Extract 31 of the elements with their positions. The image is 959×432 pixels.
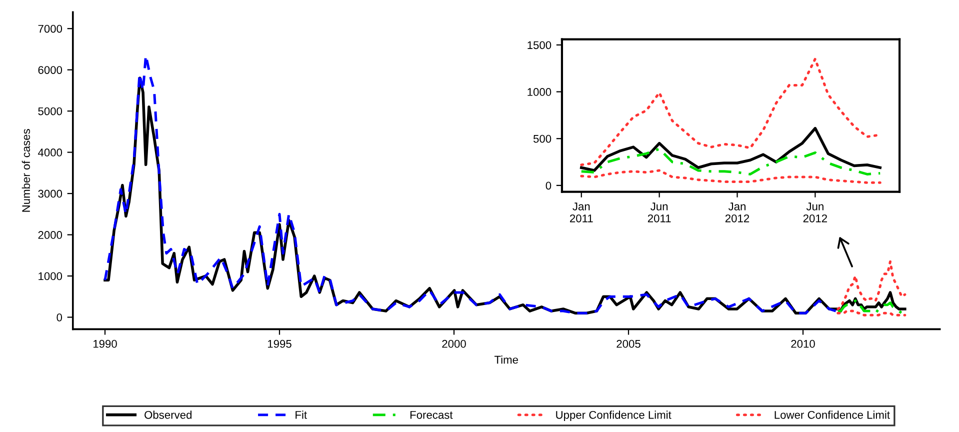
y-tick-label: 0	[546, 182, 552, 190]
line-series	[580, 126, 882, 172]
y-tick-label: 5000	[38, 107, 62, 116]
y-tick-label: 500	[533, 134, 552, 143]
x-axis-title: Time	[494, 356, 518, 364]
y-tick-label: 1000	[38, 272, 62, 280]
line-series	[580, 169, 882, 184]
x-tick-label: 2010	[791, 340, 815, 348]
y-tick-label: 2000	[38, 231, 62, 239]
x-tick-label: 2005	[616, 340, 640, 348]
y-tick-label: 3000	[38, 190, 62, 198]
x-tick-label: 1995	[268, 340, 292, 348]
y-tick-label: 4000	[38, 148, 62, 156]
y-tick-label: 1000	[528, 88, 552, 96]
x-tick-label: Jun 2011	[648, 202, 671, 222]
line-series	[580, 148, 882, 176]
legend-label: Upper Confidence Limit	[556, 410, 672, 422]
legend-label: Forecast	[410, 411, 453, 419]
x-tick-label: Jun 2012	[803, 202, 827, 222]
legend-label: Fit	[296, 410, 307, 419]
y-axis-title: Number of cases	[22, 129, 30, 212]
x-tick-label: 2000	[442, 340, 466, 348]
y-tick-label: 0	[56, 313, 62, 322]
x-tick-label: Jan 2012	[725, 202, 750, 222]
x-tick-label: 1990	[93, 340, 117, 348]
y-tick-label: 6000	[38, 66, 62, 74]
y-tick-label: 7000	[38, 24, 62, 33]
x-tick-label: Jan 2011	[570, 202, 593, 222]
y-tick-label: 1500	[528, 41, 552, 50]
legend-label: Lower Confidence Limit	[774, 410, 890, 419]
legend-label: Observed	[144, 410, 192, 419]
